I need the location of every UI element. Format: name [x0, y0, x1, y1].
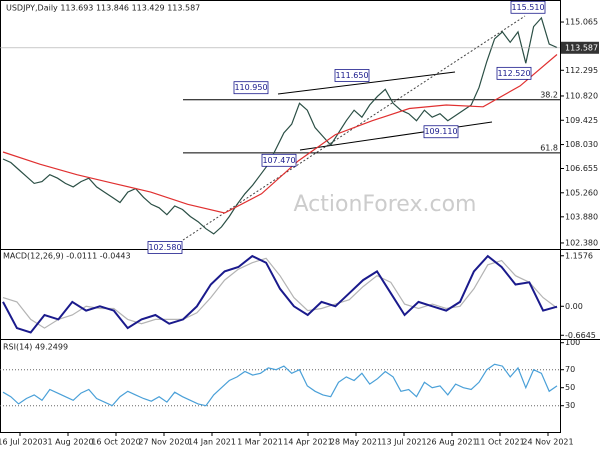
y-tick-label: 103.880	[565, 212, 598, 221]
x-tick-label: 14 Jan 2021	[188, 438, 236, 447]
x-tick-label: 24 Nov 2021	[522, 438, 573, 447]
y-tick-label: 30	[565, 401, 575, 410]
annotation-label: 102.580	[148, 243, 181, 252]
last-price-box	[561, 41, 599, 54]
y-tick-label: 0.00	[565, 302, 583, 311]
x-tick-label: 28 May 2021	[330, 438, 382, 447]
x-tick-label: 14 Apr 2021	[283, 438, 332, 447]
annotation-label: 107.470	[262, 156, 295, 165]
annotation-box	[334, 69, 370, 82]
x-tick-label: 1 Mar 2021	[237, 438, 283, 447]
series-line	[2, 254, 558, 334]
panel-title: RSI(14) 49.2499	[3, 343, 68, 352]
annotation-label: 111.650	[335, 71, 368, 80]
x-tick-label: 16 Jul 2020	[0, 438, 43, 447]
x-tick-label: 31 Aug 2020	[42, 438, 93, 447]
x-tick-label: 16 Oct 2020	[91, 438, 140, 447]
annotation-box	[261, 153, 297, 167]
series-line	[2, 54, 558, 214]
y-tick-label: 105.260	[565, 188, 598, 197]
annotation-label: 109.110	[424, 127, 457, 136]
y-tick-label: 110.820	[565, 91, 598, 100]
annotation-box	[423, 125, 459, 139]
chart-title: USDJPY,Daily 113.693 113.846 113.429 113…	[6, 4, 200, 13]
fib-label: 38.2	[540, 90, 558, 99]
series-line	[2, 363, 558, 407]
x-tick-label: 11 Oct 2021	[475, 438, 524, 447]
x-tick-label: 13 Jul 2021	[381, 438, 426, 447]
x-tick-label: 26 Aug 2021	[426, 438, 477, 447]
y-tick-label: 108.030	[565, 140, 598, 149]
y-tick-label: 102.380	[565, 238, 598, 247]
annotation-label: 110.950	[234, 83, 267, 92]
y-tick-label: 109.425	[565, 116, 598, 125]
y-tick-label: 115.065	[565, 18, 598, 27]
annotation-box	[496, 66, 532, 80]
annotation-box	[510, 0, 546, 14]
trend-line	[277, 71, 456, 95]
x-tick-label: 27 Nov 2020	[138, 438, 189, 447]
trend-line	[299, 121, 493, 151]
y-tick-label: 70	[565, 365, 575, 374]
y-tick-label: 106.655	[565, 164, 598, 173]
y-tick-label: 100	[565, 338, 580, 347]
panel-title: MACD(12,26,9) -0.0111 -0.0443	[3, 252, 131, 261]
y-tick-label: 50	[565, 383, 575, 392]
series-line	[2, 16, 558, 235]
y-tick-label: 1.1576	[565, 251, 593, 260]
annotation-label: 115.510	[511, 3, 544, 12]
y-tick-label: -0.6645	[565, 331, 596, 340]
annotation-box	[233, 81, 269, 95]
y-tick-label: 112.295	[565, 66, 598, 75]
annotation-label: 112.520	[497, 69, 530, 78]
last-price-label: 113.587	[565, 43, 598, 52]
annotation-box	[147, 241, 183, 254]
watermark: ActionForex.com	[294, 192, 477, 217]
fib-label: 61.8	[540, 143, 558, 152]
